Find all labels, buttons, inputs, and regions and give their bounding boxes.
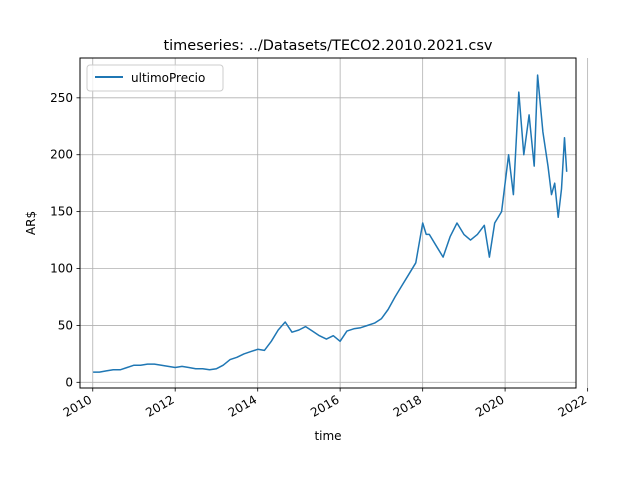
legend-label-ultimoPrecio: ultimoPrecio [131,71,205,85]
series-line-ultimoPrecio [93,74,568,373]
y-axis-label: AR$ [24,211,38,235]
series-layer [93,74,568,373]
y-tick-label: 100 [50,262,73,276]
legend-box [86,64,224,92]
plot-frame [79,57,577,389]
y-tick-label: 0 [65,375,73,389]
y-tick-label: 200 [50,148,73,162]
y-tick-label: 250 [50,91,73,105]
y-tick-label: 150 [50,205,73,219]
grid-layer [80,58,589,388]
x-axis-label: time [314,429,341,443]
chart-title: timeseries: ../Datasets/TECO2.2010.2021.… [163,38,492,54]
y-tick-label: 50 [58,318,73,332]
legend: ultimoPrecio [86,64,224,92]
